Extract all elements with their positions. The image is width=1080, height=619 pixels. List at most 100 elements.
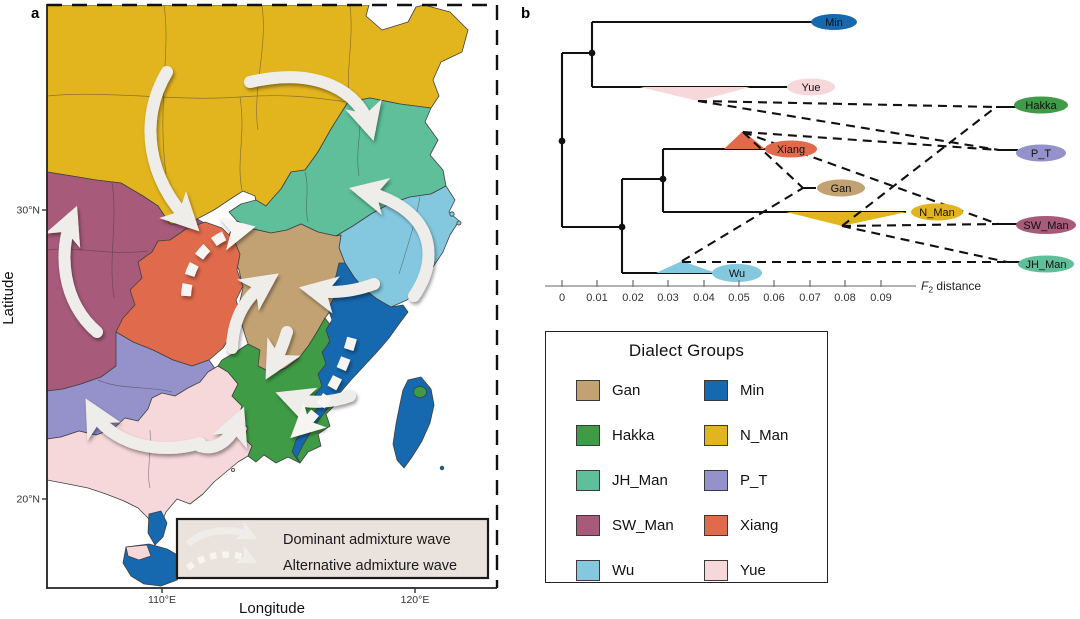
node-label-nman: N_Man (919, 207, 954, 219)
f2-tick-label: 0.02 (622, 292, 643, 304)
panel-b-graph: b (521, 5, 1076, 304)
node-label-xiang: Xiang (777, 144, 805, 156)
f2-tick-label: 0.01 (586, 292, 607, 304)
panel-b-label: b (521, 5, 530, 22)
x-tick-label-110e: 110°E (148, 594, 176, 606)
node-ellipse-xiang (765, 140, 817, 158)
legend-swatch-gan (576, 380, 600, 401)
dominant-wave-arrow-yue-to-pt (85, 398, 206, 454)
dominant-wave-arrow-nman-to-jhman (244, 71, 382, 141)
admixture-triangle-wu (656, 261, 716, 273)
node-label-gan: Gan (831, 183, 852, 195)
admixture-edge-yue-to-pt (697, 99, 1000, 152)
f2-axis-title-sub: 2 (928, 285, 933, 295)
f2-axis: 0 0.01 0.02 0.03 0.04 0.05 0.06 0.07 0.0… (545, 279, 981, 304)
legend-label-hakka: Hakka (612, 427, 655, 444)
tree-node-dots (558, 49, 667, 231)
dominant-wave-arrow-xiang-to-gan (226, 273, 279, 354)
legend-label-min: Min (740, 382, 765, 399)
legend-label-jh-man: JH_Man (612, 472, 668, 489)
tree-node-dot (618, 223, 626, 231)
dominant-wave-arrow-wu-to-jhman (349, 177, 435, 302)
alternative-wave-icon (185, 545, 258, 571)
f2-axis-title-rest: distance (933, 279, 981, 293)
f2-tick-label: 0.07 (799, 292, 820, 304)
f2-tick-label: 0.05 (728, 292, 749, 304)
legend-swatch-wu (576, 560, 600, 581)
wave-legend-dominant-label: Dominant admixture wave (283, 532, 451, 548)
legend-item-min: Min (704, 380, 816, 401)
population-nodes: Min Yue Hakka Xiang P_T Gan N_Man SW_Man… (712, 14, 1076, 282)
admixture-triangle-nman (786, 212, 907, 226)
node-label-jhman: JH_Man (1026, 259, 1067, 271)
f2-tick-label: 0.04 (693, 292, 714, 304)
panel-a-label: a (31, 5, 40, 22)
legend-label-p-t: P_T (740, 472, 768, 489)
alternative-wave-arrow-min-coast (290, 336, 357, 439)
legend-label-n-man: N_Man (740, 427, 789, 444)
y-tick-label-20n: 20°N (17, 494, 40, 506)
legend-swatch-xiang (704, 515, 728, 536)
y-axis-title: Latitude (0, 271, 17, 324)
node-label-wu: Wu (729, 268, 745, 280)
legend-item-xiang: Xiang (704, 515, 816, 536)
legend-item-hakka: Hakka (576, 425, 704, 446)
node-label-pt: P_T (1031, 148, 1051, 160)
f2-tick-label: 0.09 (870, 292, 891, 304)
wave-legend: Dominant admixture wave Alternative admi… (175, 517, 490, 580)
f2-tick-label: 0.03 (657, 292, 678, 304)
legend-item-p-t: P_T (704, 470, 816, 491)
x-axis-title: Longitude (239, 600, 305, 617)
f2-tick-label: 0 (559, 292, 565, 304)
legend-item-wu: Wu (576, 560, 704, 581)
min-islet (439, 465, 445, 471)
admixture-edge-wu-to-gan (681, 187, 804, 262)
admixture-edge-nman-to-hakka (841, 106, 997, 227)
node-ellipse-pt (1016, 144, 1066, 162)
f2-tick-label: 0.06 (763, 292, 784, 304)
wave-legend-alternative-label: Alternative admixture wave (283, 558, 457, 574)
dominant-wave-arrow-wu-to-gan (298, 276, 380, 314)
dominant-wave-arrow-gan-to-hakka (265, 326, 301, 380)
legend-swatch-jh-man (576, 470, 600, 491)
tree-node-dot (588, 49, 596, 57)
node-label-min: Min (825, 17, 843, 29)
admixture-edge-nman-to-jhman (841, 224, 1008, 264)
node-label-swman: SW_Man (1023, 220, 1068, 232)
legend-item-n-man: N_Man (704, 425, 816, 446)
legend-label-sw-man: SW_Man (612, 517, 674, 534)
admixture-wave-arrows (47, 66, 435, 454)
admixture-edge-yue-to-hakka (697, 99, 997, 109)
dominant-wave-arrow-yue-to-hakka (194, 406, 248, 454)
node-ellipse-jhman (1018, 255, 1074, 273)
admixture-edge-nman-to-swman (841, 222, 999, 228)
node-ellipse-hakka (1014, 96, 1068, 114)
map-region-min-leizhou (147, 510, 168, 546)
admixed-node-stubs (803, 106, 1021, 263)
node-ellipse-gan (817, 179, 865, 197)
node-ellipse-min (811, 14, 857, 30)
legend-label-gan: Gan (612, 382, 641, 399)
map-region-yue-hainan-patch (125, 544, 152, 561)
province-borders (47, 5, 421, 489)
node-ellipse-nman (911, 203, 963, 221)
legend-grid: Gan Hakka JH_Man SW_Man Wu Min N_Man P_ (576, 368, 823, 593)
f2-tick-label: 0.08 (834, 292, 855, 304)
legend-swatch-min (704, 380, 728, 401)
wu-islet (449, 211, 455, 217)
node-ellipse-wu (712, 264, 762, 282)
admixture-edge-xiang-to-gan (742, 131, 804, 189)
dominant-wave-icon (185, 521, 258, 547)
legend-item-yue: Yue (704, 560, 816, 581)
node-ellipse-swman (1016, 216, 1076, 234)
legend-title: Dialect Groups (628, 341, 745, 360)
x-tick-label-120e: 120°E (401, 594, 430, 606)
legend-label-wu: Wu (612, 562, 635, 579)
wu-islet (456, 220, 462, 226)
legend-swatch-sw-man (576, 515, 600, 536)
legend-item-gan: Gan (576, 380, 704, 401)
tree-node-dot (558, 137, 566, 145)
yue-islet (230, 467, 235, 472)
legend-label-yue: Yue (740, 562, 766, 579)
alternative-wave-arrow-center (181, 217, 256, 297)
